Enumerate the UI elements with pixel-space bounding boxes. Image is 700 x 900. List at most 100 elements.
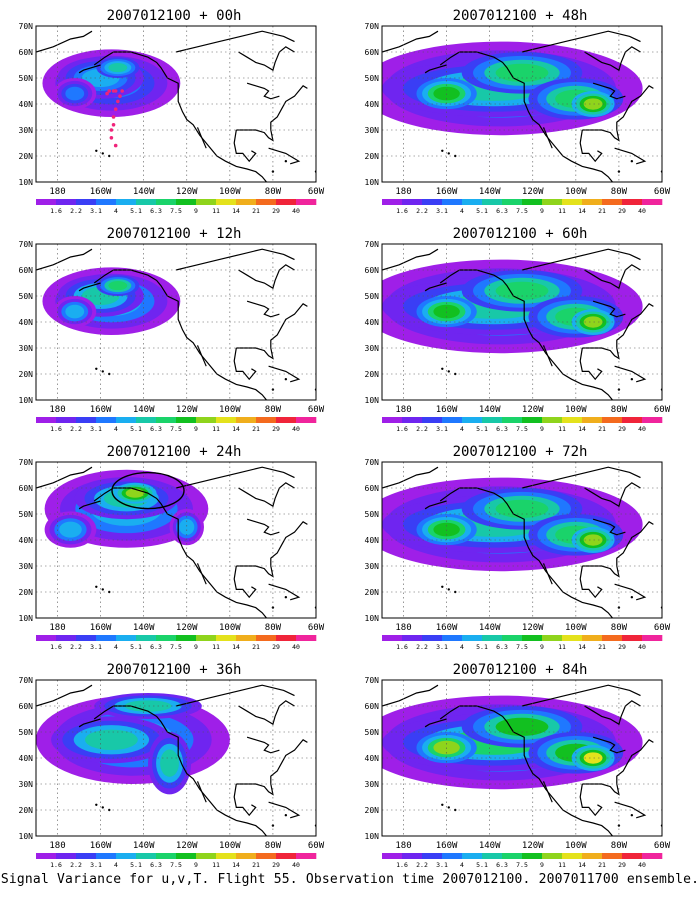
colorbar-swatch: [462, 635, 483, 641]
colorbar-swatch: [216, 635, 237, 641]
colorbar-label: 6.3: [150, 861, 162, 869]
colorbar-swatch: [562, 199, 583, 205]
coastline: [582, 303, 654, 360]
lon-tick-label: 160W: [90, 187, 112, 197]
lat-tick-label: 40N: [365, 100, 380, 109]
colorbar-label: 40: [292, 643, 300, 651]
island: [447, 152, 450, 155]
lat-tick-label: 30N: [19, 780, 34, 789]
lat-tick-label: 70N: [19, 676, 34, 685]
coastline: [236, 521, 308, 578]
colorbar-swatch: [256, 853, 277, 859]
colorbar-swatch: [562, 635, 583, 641]
lat-tick-label: 10N: [19, 832, 34, 841]
island: [284, 378, 288, 381]
coastline: [246, 518, 280, 536]
flight-track-point: [109, 128, 114, 132]
colorbar-label: 9: [540, 425, 544, 433]
flight-track-point: [113, 143, 118, 148]
coastline: [246, 82, 280, 100]
colorbar-swatch: [136, 199, 157, 205]
colorbar-label: 2.2: [70, 643, 82, 651]
colorbar-label: 29: [272, 643, 280, 651]
lat-tick-label: 40N: [365, 754, 380, 763]
lat-tick-label: 50N: [365, 74, 380, 83]
coastline: [542, 781, 553, 803]
coastline: [175, 30, 295, 53]
colorbar-swatch: [522, 417, 543, 423]
colorbar-swatch: [76, 417, 97, 423]
lat-tick-label: 50N: [19, 728, 34, 737]
variance-contour: [583, 98, 603, 110]
figure-caption: Signal Variance for u,v,T. Flight 55. Ob…: [0, 872, 700, 887]
coastline: [36, 466, 93, 489]
coastline: [268, 365, 301, 383]
colorbar-label: 14: [578, 861, 586, 869]
coastline: [542, 563, 553, 585]
coastline: [233, 347, 257, 381]
colorbar-label: 14: [578, 643, 586, 651]
colorbar-swatch: [622, 853, 643, 859]
island: [441, 585, 444, 588]
coastline: [238, 700, 295, 726]
lat-tick-label: 30N: [19, 344, 34, 353]
colorbar-label: 6.3: [496, 425, 508, 433]
lon-tick-label: 140W: [133, 623, 155, 633]
colorbar-swatch: [442, 635, 463, 641]
colorbar-label: 11: [558, 425, 566, 433]
lat-tick-label: 10N: [365, 396, 380, 405]
colorbar-label: 40: [292, 425, 300, 433]
colorbar-label: 29: [618, 643, 626, 651]
colorbar-label: 11: [558, 207, 566, 215]
lat-tick-label: 60N: [19, 702, 34, 711]
colorbar-label: 2.2: [416, 207, 428, 215]
colorbar-swatch: [402, 417, 423, 423]
island: [617, 388, 621, 391]
lat-tick-label: 60N: [19, 484, 34, 493]
colorbar-swatch: [96, 853, 117, 859]
coastline: [521, 30, 641, 53]
lon-tick-label: 160W: [436, 623, 458, 633]
lon-tick-label: 80W: [611, 187, 628, 197]
colorbar-label: 4: [460, 425, 464, 433]
colorbar-label: 11: [212, 861, 220, 869]
lon-tick-label: 60W: [654, 405, 671, 415]
colorbar-swatch: [542, 853, 563, 859]
lat-tick-label: 30N: [19, 562, 34, 571]
colorbar-label: 11: [558, 861, 566, 869]
lat-tick-label: 30N: [365, 126, 380, 135]
colorbar-label: 3.1: [90, 425, 102, 433]
colorbar-label: 1.6: [396, 425, 408, 433]
lon-tick-label: 120W: [176, 623, 198, 633]
lat-tick-label: 60N: [365, 48, 380, 57]
island: [447, 588, 450, 591]
island: [617, 606, 621, 609]
island: [95, 149, 98, 152]
colorbar-label: 9: [540, 207, 544, 215]
coastline: [268, 147, 301, 165]
panel-grid: 2007012100 + 00h 70N 60N 50N 40N 30N 20N 10N 180…: [19, 8, 671, 869]
colorbar-label: 5.1: [476, 207, 488, 215]
colorbar-label: 40: [638, 861, 646, 869]
map-frame: [35, 461, 317, 619]
map-frame: [35, 25, 317, 183]
colorbar-swatch: [156, 199, 177, 205]
colorbar-swatch: [422, 199, 443, 205]
colorbar-swatch: [382, 199, 403, 205]
lon-tick-label: 140W: [479, 623, 501, 633]
colorbar-label: 29: [618, 425, 626, 433]
map-svg: 2007012100 + 36h 70N 60N 50N 40N 30N 20N 10N 180…: [19, 662, 325, 869]
lon-tick-label: 140W: [479, 187, 501, 197]
coastline: [424, 718, 447, 728]
colorbar-label: 29: [618, 207, 626, 215]
lat-tick-label: 20N: [19, 588, 34, 597]
lon-tick-label: 60W: [308, 841, 325, 851]
coastline: [614, 147, 647, 165]
colorbar-label: 1.6: [50, 643, 62, 651]
colorbar-swatch: [256, 199, 277, 205]
coastline: [196, 127, 207, 149]
coastline: [78, 282, 101, 292]
colorbar-label: 29: [272, 861, 280, 869]
lat-tick-label: 40N: [19, 100, 34, 109]
lon-tick-label: 80W: [265, 405, 282, 415]
